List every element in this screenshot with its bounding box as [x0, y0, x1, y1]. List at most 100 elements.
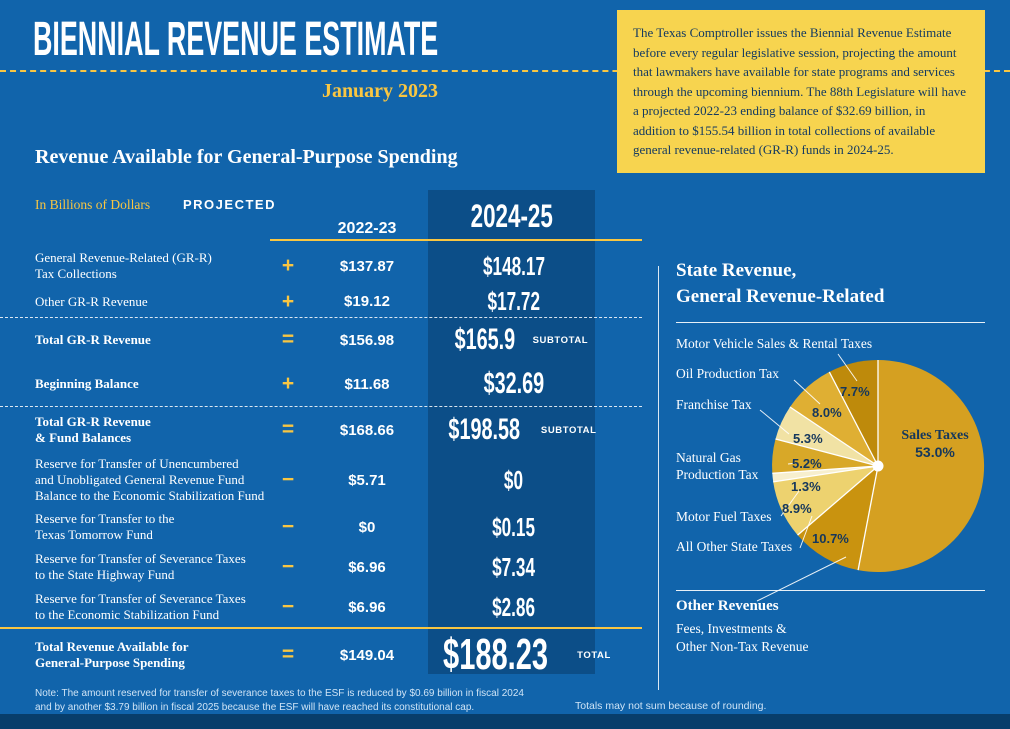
- pie-slice-separator: [857, 465, 879, 571]
- revenue-table: General Revenue-Related (GR-R) Tax Colle…: [0, 246, 642, 681]
- column-header-2024-25-text: 2024-25: [470, 198, 553, 234]
- callout-box: The Texas Comptroller issues the Biennia…: [617, 10, 985, 173]
- row-tag: SUBTOTAL: [540, 424, 597, 436]
- table-row: Reserve for Transfer of Unencumbered and…: [0, 453, 642, 507]
- leader-line: [756, 556, 847, 602]
- row-tag: TOTAL: [577, 649, 611, 661]
- row-value-2024-25-number: $32.69: [483, 367, 544, 400]
- row-value-2024-25-number: $0.15: [492, 511, 535, 542]
- row-label: Total GR-R Revenue & Fund Balances: [35, 414, 151, 445]
- row-operator: −: [281, 468, 295, 491]
- row-value-2024-25-number: $7.34: [492, 551, 535, 582]
- dashed-rule: [0, 70, 1010, 72]
- page-title: BIENNIAL REVENUE ESTIMATE: [33, 16, 757, 64]
- pct-franchise: 5.3%: [793, 431, 823, 446]
- pie-label-all-other: All Other State Taxes: [676, 539, 793, 554]
- pie-center-dot: [872, 460, 884, 472]
- row-label: Reserve for Transfer of Severance Taxes …: [35, 551, 246, 582]
- rounding-note: Totals may not sum because of rounding.: [575, 700, 767, 712]
- row-value-2024-25: $17.72: [430, 286, 597, 317]
- row-operator: +: [281, 254, 295, 277]
- table-row: Total GR-R Revenue & Fund Balances = $168.…: [0, 407, 642, 453]
- pie-slice-0: [858, 359, 985, 572]
- header-rule: [270, 239, 642, 241]
- row-value-2022-23: $137.87: [339, 257, 395, 275]
- pie-label-natural-gas: Natural Gas Production Tax: [676, 450, 759, 482]
- row-value-2024-25: $2.86: [430, 592, 597, 623]
- row-value-2022-23: $168.66: [339, 421, 395, 439]
- row-value-2024-25: $148.17: [430, 251, 597, 282]
- other-revenues-heading: Other Revenues: [676, 598, 779, 614]
- pct-motor-fuel: 1.3%: [791, 479, 821, 494]
- row-operator: +: [281, 372, 295, 395]
- pct-oil-production: 8.0%: [812, 405, 842, 420]
- row-operator: −: [281, 595, 295, 618]
- row-value-2024-25-number: $198.58: [448, 413, 521, 446]
- table-row: Reserve for Transfer of Severance Taxes …: [0, 587, 642, 627]
- table-row: Total Revenue Available for General-Purp…: [0, 629, 642, 681]
- other-revenues-sub: Fees, Investments & Other Non-Tax Revenu…: [676, 621, 809, 655]
- row-value-2022-23: $19.12: [344, 293, 390, 310]
- row-value-2024-25: $198.58 SUBTOTAL: [430, 413, 597, 447]
- row-value-2024-25-number: $165.9: [454, 323, 515, 356]
- pie-rule-top: [676, 322, 985, 323]
- table-row: Reserve for Transfer of Severance Taxes …: [0, 547, 642, 587]
- pct-motor-vehicle: 7.7%: [840, 384, 870, 399]
- table-row: Beginning Balance + $11.68 $32.69: [0, 362, 642, 406]
- footer-strip: [0, 714, 1010, 729]
- row-label: Total Revenue Available for General-Purp…: [35, 639, 189, 670]
- row-label: Other GR-R Revenue: [35, 293, 148, 309]
- pct-natural-gas: 5.2%: [792, 456, 822, 471]
- projected-label: PROJECTED: [183, 197, 276, 212]
- row-label: General Revenue-Related (GR-R) Tax Colle…: [35, 250, 212, 281]
- row-value-2024-25-number: $188.23: [443, 630, 549, 679]
- table-row: Other GR-R Revenue + $19.12 $17.72: [0, 286, 642, 317]
- table-row: Reserve for Transfer to the Texas Tomorr…: [0, 507, 642, 547]
- leader-line: [837, 353, 858, 382]
- row-tag: SUBTOTAL: [532, 334, 589, 346]
- row-value-2022-23: $0: [358, 518, 376, 536]
- table-divider: [0, 627, 642, 629]
- pie-chart-title: State Revenue, General Revenue-Related: [676, 260, 885, 307]
- row-label: Reserve for Transfer of Severance Taxes …: [35, 591, 246, 622]
- row-operator: −: [281, 555, 295, 578]
- row-label: Reserve for Transfer to the Texas Tomorr…: [35, 511, 175, 542]
- row-value-2022-23: $5.71: [348, 471, 386, 489]
- pie-label-franchise: Franchise Tax: [676, 397, 752, 412]
- pie-label-oil-production: Oil Production Tax: [676, 366, 780, 381]
- pct-other-revenues: 10.7%: [812, 531, 849, 546]
- row-value-2024-25-number: $148.17: [482, 250, 545, 281]
- leader-line: [799, 515, 813, 549]
- row-label: Total GR-R Revenue: [35, 332, 151, 348]
- row-value-2022-23: $6.96: [348, 558, 386, 576]
- row-value-2024-25: $0: [430, 465, 597, 496]
- row-operator: −: [281, 515, 295, 538]
- row-operator: =: [281, 418, 295, 441]
- pie-rule-bottom: [676, 590, 985, 591]
- table-divider: [0, 406, 642, 407]
- pie-label-motor-fuel: Motor Fuel Taxes: [676, 509, 772, 524]
- row-value-2024-25: $0.15: [430, 512, 597, 543]
- pct-sales-taxes: 53.0%: [915, 444, 955, 460]
- footnote: Note: The amount reserved for transfer o…: [35, 688, 524, 713]
- sales-taxes-name: Sales Taxes: [901, 428, 969, 443]
- row-operator: =: [281, 328, 295, 351]
- highlight-column-2024-25: [428, 190, 595, 674]
- page-title-text: BIENNIAL REVENUE ESTIMATE: [33, 13, 439, 66]
- row-value-2024-25: $165.9 SUBTOTAL: [430, 323, 597, 357]
- table-row: General Revenue-Related (GR-R) Tax Colle…: [0, 246, 642, 286]
- row-operator: +: [281, 289, 295, 313]
- row-label: Beginning Balance: [35, 376, 139, 392]
- row-value-2024-25-number: $0: [503, 464, 524, 495]
- row-operator: =: [281, 643, 295, 666]
- row-value-2024-25: $188.23 TOTAL: [430, 630, 610, 680]
- table-title: Revenue Available for General-Purpose Sp…: [35, 146, 458, 168]
- row-value-2024-25: $7.34: [430, 552, 597, 583]
- row-value-2024-25-number: $2.86: [492, 591, 535, 622]
- pct-all-other: 8.9%: [782, 501, 812, 516]
- date-label: January 2023: [321, 80, 439, 102]
- sales-taxes-label: Sales Taxes 53.0%: [885, 428, 985, 460]
- pie-label-motor-vehicle: Motor Vehicle Sales & Rental Taxes: [676, 336, 873, 351]
- table-divider: [0, 317, 642, 318]
